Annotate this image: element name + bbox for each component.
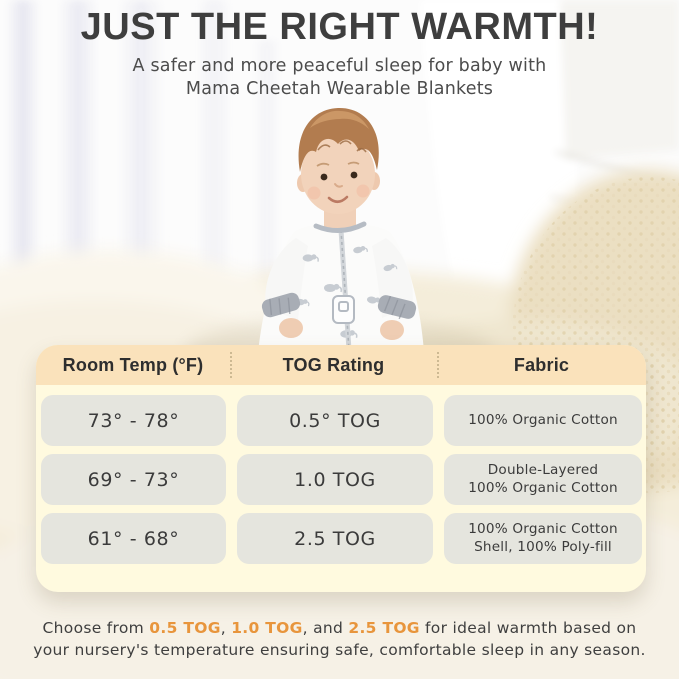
temp-cell: 73° - 78° — [41, 395, 226, 446]
table-header: Room Temp (°F) TOG Rating Fabric — [36, 345, 646, 385]
table-row: 69° - 73° 1.0 TOG Double-Layered 100% Org… — [41, 454, 642, 505]
footer-text: for ideal warmth based on your nursery's… — [33, 618, 646, 659]
page-title: JUST THE RIGHT WARMTH! — [80, 6, 599, 48]
table-body: 73° - 78° 0.5° TOG 100% Organic Cotton 6… — [36, 385, 646, 564]
header-separator — [437, 352, 439, 378]
footer-text: Choose from — [42, 618, 150, 637]
table-row: 61° - 68° 2.5 TOG 100% Organic Cotton She… — [41, 513, 642, 564]
column-header-room-temp: Room Temp (°F) — [62, 354, 204, 375]
subtitle-line-1: A safer and more peaceful sleep for baby… — [132, 55, 547, 76]
tog-highlight-05: 0.5 TOG — [149, 618, 221, 637]
tog-table: Room Temp (°F) TOG Rating Fabric 73° - 7… — [36, 345, 646, 592]
header-separator — [230, 352, 232, 378]
fabric-cell: Double-Layered 100% Organic Cotton — [444, 454, 642, 505]
temp-cell: 69° - 73° — [41, 454, 226, 505]
tog-cell: 1.0 TOG — [237, 454, 433, 505]
fabric-cell: 100% Organic Cotton Shell, 100% Poly-fill — [444, 513, 642, 564]
column-header-fabric: Fabric — [513, 354, 570, 375]
fabric-cell: 100% Organic Cotton — [444, 395, 642, 446]
column-header-tog-rating: TOG Rating — [282, 354, 385, 375]
subtitle-line-2: Mama Cheetah Wearable Blankets — [185, 78, 494, 99]
headline-block: JUST THE RIGHT WARMTH! A safer and more … — [0, 6, 679, 101]
subtitle: A safer and more peaceful sleep for baby… — [0, 55, 679, 101]
footer-note: Choose from 0.5 TOG, 1.0 TOG, and 2.5 TO… — [33, 618, 646, 659]
tog-cell: 0.5° TOG — [237, 395, 433, 446]
tog-cell: 2.5 TOG — [237, 513, 433, 564]
tog-highlight-25: 2.5 TOG — [348, 618, 420, 637]
temp-cell: 61° - 68° — [41, 513, 226, 564]
table-row: 73° - 78° 0.5° TOG 100% Organic Cotton — [41, 395, 642, 446]
tog-highlight-10: 1.0 TOG — [231, 618, 303, 637]
